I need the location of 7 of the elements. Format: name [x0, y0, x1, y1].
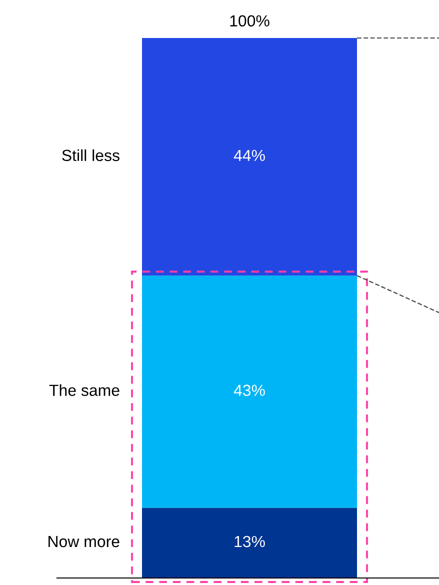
series-label: The same [49, 384, 120, 396]
data-label: 43% [234, 384, 265, 396]
data-label: 13% [234, 536, 265, 548]
series-label: Still less [62, 149, 120, 162]
series-label: Now more [48, 536, 120, 548]
data-label: 44% [234, 150, 265, 162]
total-label: 100% [230, 15, 270, 27]
